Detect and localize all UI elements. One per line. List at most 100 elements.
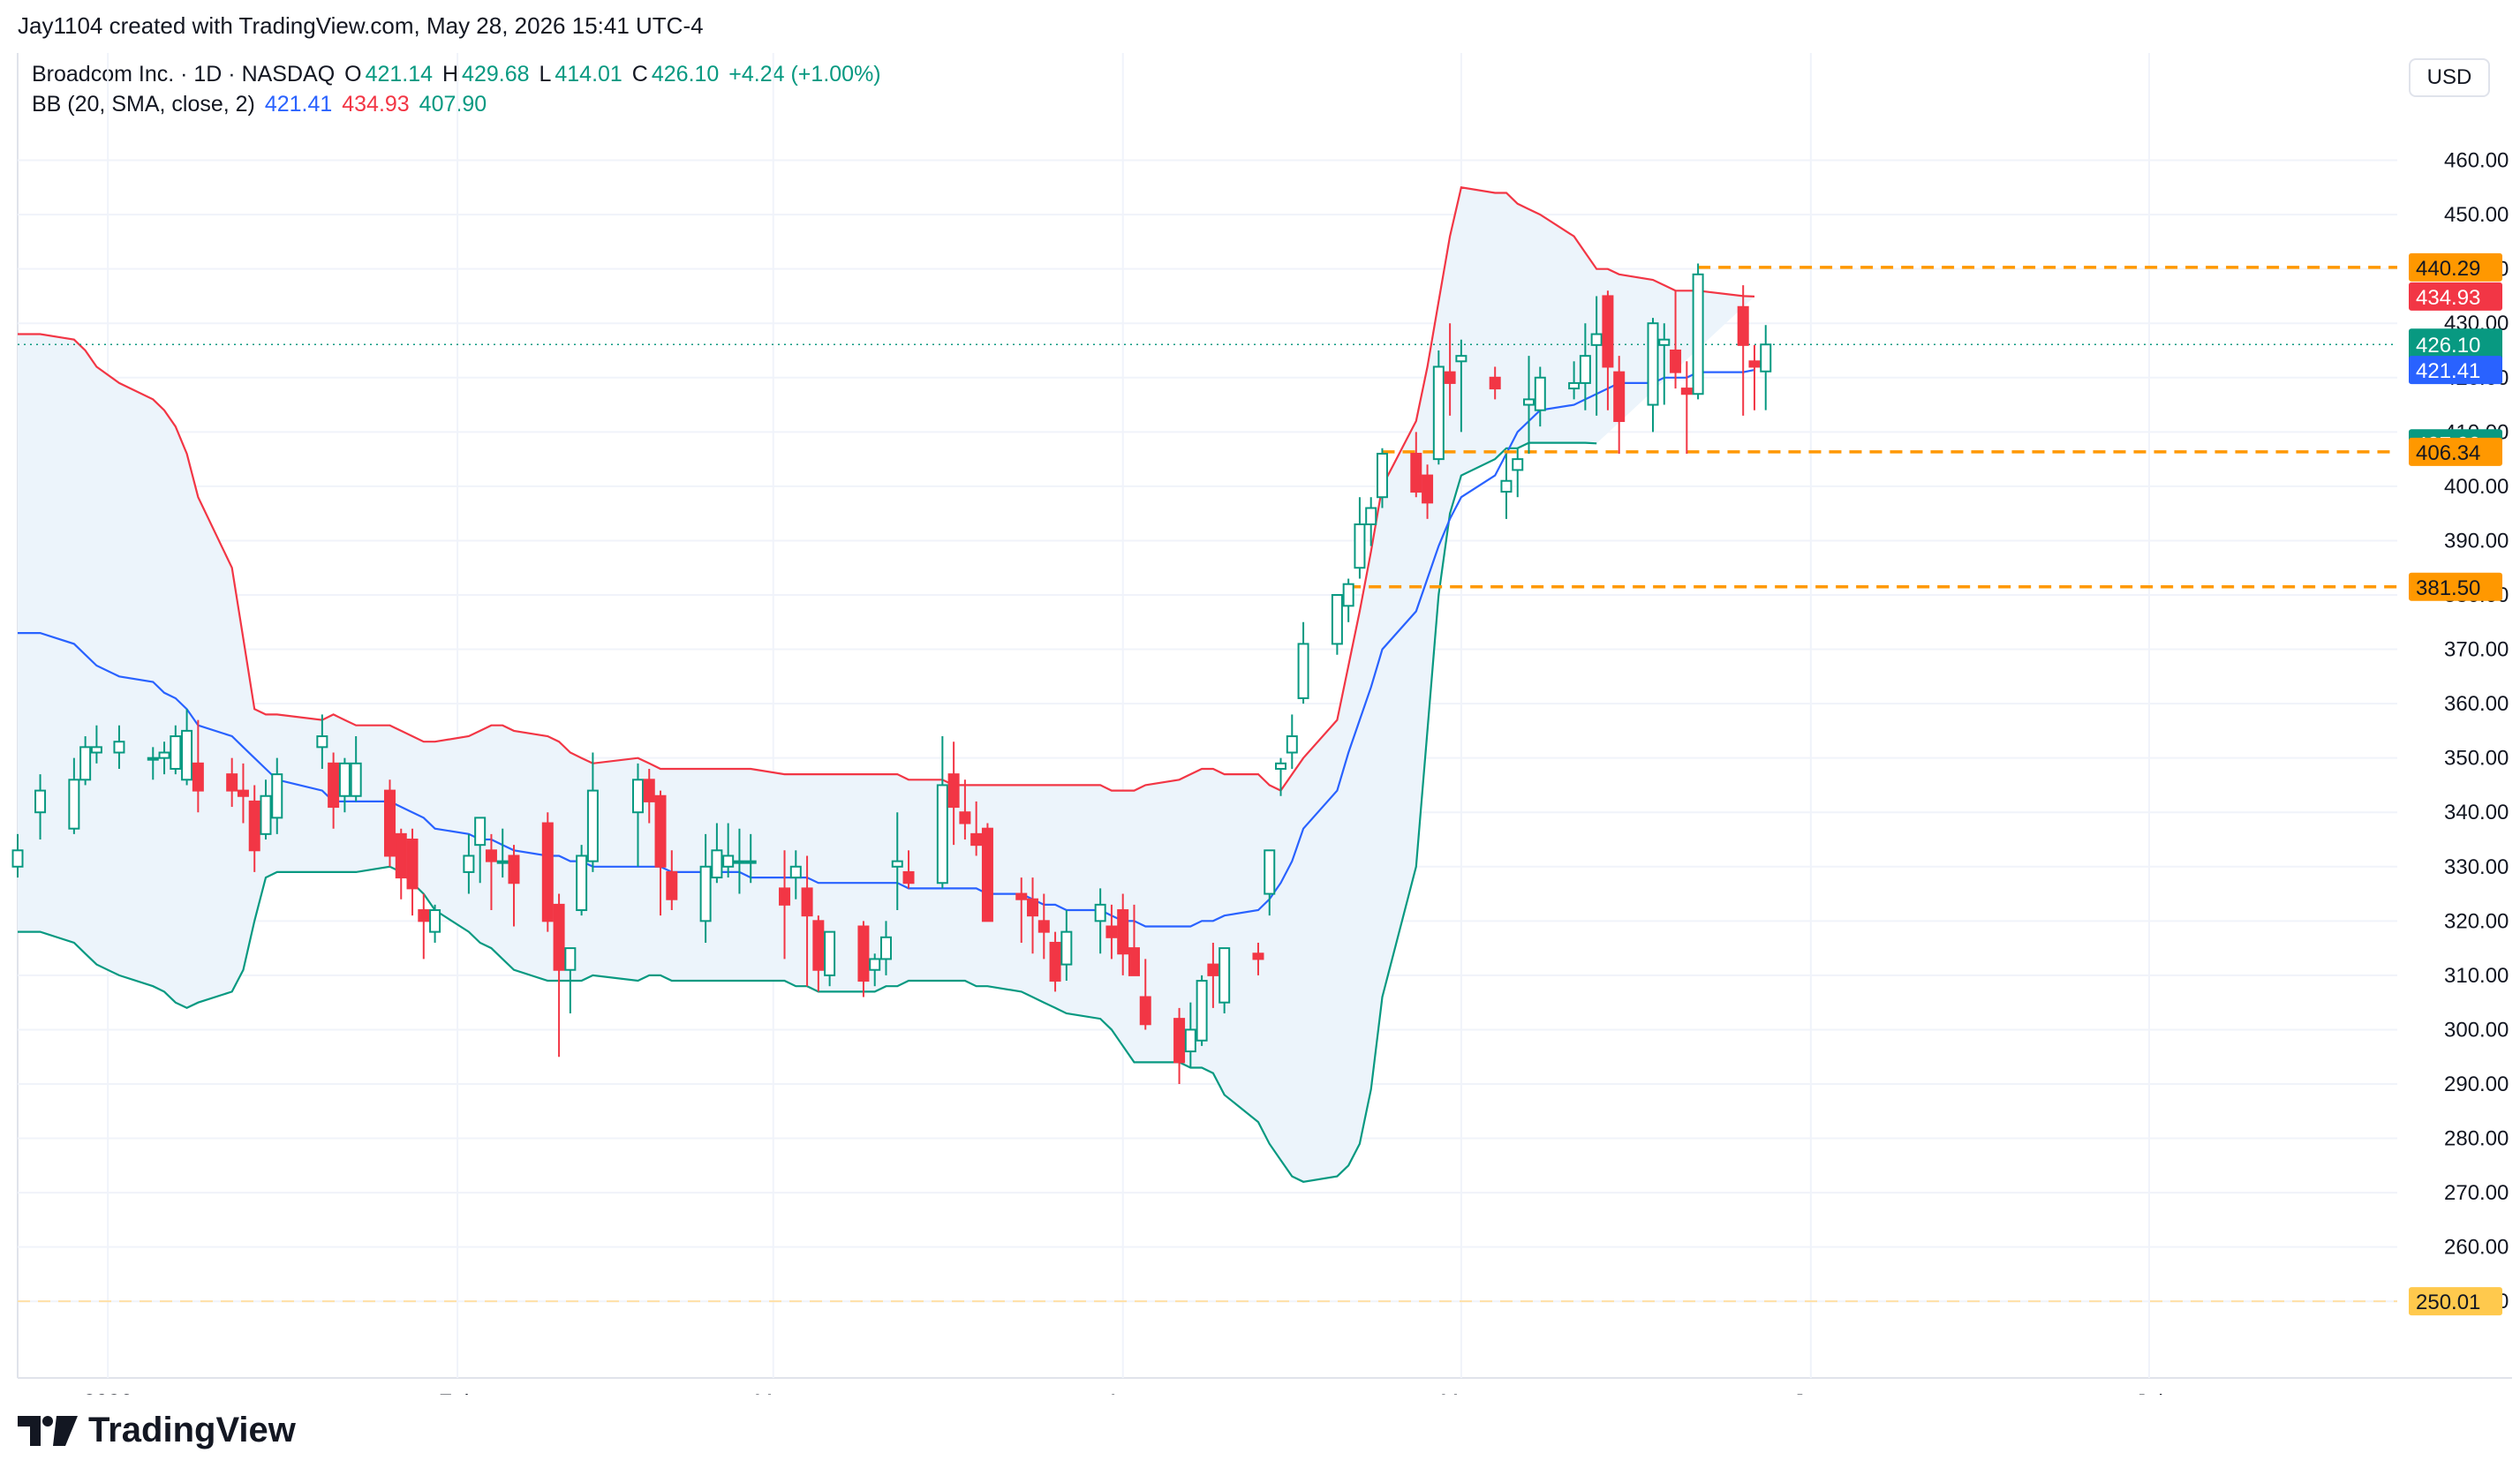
symbol-title[interactable]: Broadcom Inc. · 1D · NASDAQ (32, 62, 336, 87)
candle-body (1173, 1018, 1186, 1064)
candle (1196, 975, 1208, 1046)
candle-body (271, 773, 283, 819)
candle (857, 921, 870, 997)
candle-body (1049, 941, 1061, 982)
candle (1049, 931, 1061, 992)
candle-body (1297, 643, 1309, 699)
candle (1354, 497, 1366, 579)
candle-body (1432, 365, 1445, 461)
candle (1331, 594, 1343, 655)
price-tick-label: 360.00 (2444, 692, 2509, 716)
candle-body (1613, 371, 1626, 423)
candle-body (1748, 360, 1761, 368)
bollinger-upper-line (18, 186, 1755, 793)
candle (654, 790, 667, 916)
candle (1184, 1002, 1196, 1068)
price-label: 381.50 (2409, 572, 2502, 601)
candle (564, 947, 577, 1013)
candle-body (1331, 594, 1343, 645)
candle (1410, 432, 1422, 498)
candle-body (1500, 479, 1513, 493)
candle-body (170, 735, 182, 770)
candle (406, 828, 419, 916)
time-tick-label: 2026 (83, 1390, 132, 1395)
low-label: L (539, 62, 552, 87)
candle (789, 850, 802, 900)
candle-body (1568, 381, 1581, 390)
open-label: O (344, 62, 362, 87)
candle-body (970, 832, 983, 847)
candle (1297, 621, 1309, 704)
currency-button[interactable]: USD (2409, 58, 2490, 97)
candle (586, 752, 599, 872)
candle (1613, 356, 1626, 454)
bollinger-title[interactable]: BB (20, SMA, close, 2) (32, 92, 255, 117)
candle (666, 850, 678, 911)
candle (1670, 290, 1682, 389)
candle (1139, 959, 1151, 1030)
tradingview-logo[interactable]: TradingView (18, 1411, 296, 1450)
candle-body (1105, 925, 1118, 938)
price-label-bg (2409, 252, 2502, 282)
candle-body (158, 751, 170, 759)
candle (1534, 366, 1546, 427)
candle (824, 930, 836, 987)
candle-body (237, 789, 249, 797)
candle (11, 833, 24, 878)
candle (350, 736, 362, 802)
candle-body (779, 887, 791, 906)
candle (879, 921, 892, 975)
change-value: +4.24 (+1.00%) (728, 62, 881, 87)
candle (722, 823, 735, 878)
price-label-text: 426.10 (2416, 334, 2480, 358)
close-label: C (631, 62, 648, 87)
candle-body (1219, 947, 1231, 1004)
bollinger-legend: BB (20, SMA, close, 2) 421.41 434.93 407… (32, 92, 490, 117)
candle (1602, 290, 1614, 410)
candle-body (1737, 305, 1749, 346)
price-label-bg (2409, 1287, 2502, 1316)
candle-body (34, 789, 47, 814)
candle (733, 828, 745, 894)
candle-body (1376, 452, 1388, 499)
candle (158, 742, 170, 775)
price-chart[interactable]: 250.00260.00270.00280.00290.00300.00310.… (0, 0, 2520, 1395)
price-label: 440.29 (2409, 252, 2502, 282)
price-label-text: 406.34 (2416, 441, 2480, 465)
candle-body (824, 930, 836, 976)
candle-body (1060, 930, 1073, 966)
candle (463, 833, 475, 894)
candle (1647, 318, 1659, 433)
candle-body (113, 741, 125, 754)
candle (1173, 1007, 1186, 1084)
low-value: 414.01 (555, 62, 622, 87)
candle-body (1094, 903, 1106, 922)
time-tick-label: Jul (2135, 1390, 2163, 1395)
candle-body (248, 800, 260, 852)
candle-body (643, 779, 655, 802)
price-tick-label: 340.00 (2444, 801, 2509, 824)
candle-body (383, 789, 396, 857)
candle-body (418, 909, 430, 922)
candle (316, 714, 328, 769)
candle-body (1692, 273, 1704, 395)
high-value: 429.68 (462, 62, 530, 87)
candle-body (508, 854, 520, 885)
candle (1748, 344, 1761, 410)
candle (1094, 888, 1106, 954)
candle (395, 828, 407, 900)
price-label-text: 434.93 (2416, 286, 2480, 310)
candle (553, 893, 565, 1058)
price-tick-label: 400.00 (2444, 475, 2509, 499)
price-label-bg (2409, 356, 2502, 385)
candle-body (79, 746, 92, 781)
candle (474, 817, 487, 884)
candle-body (1579, 355, 1591, 384)
candle-body (699, 865, 712, 922)
candle (1027, 877, 1039, 954)
price-tick-label: 330.00 (2444, 855, 2509, 879)
candle (90, 725, 102, 764)
candle-body (654, 794, 667, 868)
price-label-bg (2409, 572, 2502, 601)
candle-body (328, 762, 340, 809)
